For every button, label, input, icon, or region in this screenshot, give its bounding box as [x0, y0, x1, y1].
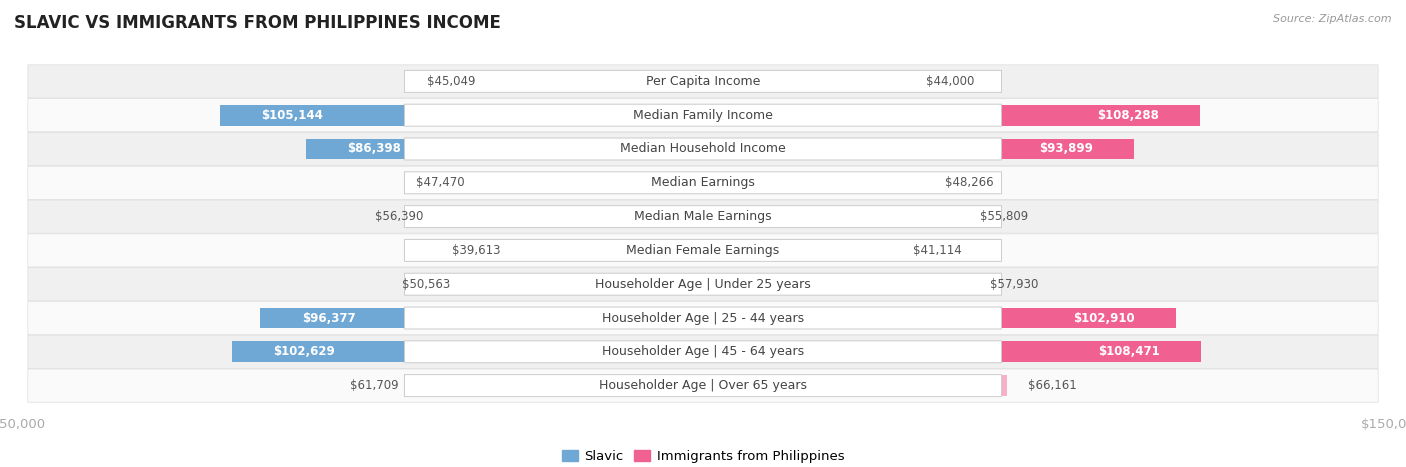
FancyBboxPatch shape	[28, 166, 1378, 199]
Text: $48,266: $48,266	[945, 177, 994, 189]
Bar	[703, 375, 1007, 396]
Text: Householder Age | Over 65 years: Householder Age | Over 65 years	[599, 379, 807, 392]
Text: Per Capita Income: Per Capita Income	[645, 75, 761, 88]
FancyBboxPatch shape	[405, 205, 1001, 227]
Bar	[260, 308, 703, 328]
Text: Householder Age | Under 25 years: Householder Age | Under 25 years	[595, 278, 811, 290]
Bar	[471, 274, 703, 295]
Text: $44,000: $44,000	[925, 75, 974, 88]
FancyBboxPatch shape	[405, 341, 1001, 363]
Text: $56,390: $56,390	[375, 210, 423, 223]
FancyBboxPatch shape	[405, 172, 1001, 194]
Text: Median Family Income: Median Family Income	[633, 109, 773, 122]
Text: Source: ZipAtlas.com: Source: ZipAtlas.com	[1274, 14, 1392, 24]
Bar	[485, 172, 703, 193]
Text: $47,470: $47,470	[416, 177, 464, 189]
Legend: Slavic, Immigrants from Philippines: Slavic, Immigrants from Philippines	[557, 445, 849, 467]
FancyBboxPatch shape	[405, 273, 1001, 295]
Text: Median Earnings: Median Earnings	[651, 177, 755, 189]
FancyBboxPatch shape	[28, 234, 1378, 267]
Text: $61,709: $61,709	[350, 379, 399, 392]
Bar	[307, 139, 703, 159]
FancyBboxPatch shape	[405, 375, 1001, 396]
FancyBboxPatch shape	[28, 335, 1378, 368]
FancyBboxPatch shape	[405, 104, 1001, 126]
Bar	[703, 274, 969, 295]
FancyBboxPatch shape	[28, 268, 1378, 301]
Text: Median Female Earnings: Median Female Earnings	[627, 244, 779, 257]
Text: Householder Age | 25 - 44 years: Householder Age | 25 - 44 years	[602, 311, 804, 325]
FancyBboxPatch shape	[28, 200, 1378, 233]
Text: $45,049: $45,049	[427, 75, 475, 88]
Text: Median Household Income: Median Household Income	[620, 142, 786, 156]
Text: Householder Age | 45 - 64 years: Householder Age | 45 - 64 years	[602, 345, 804, 358]
Text: $57,930: $57,930	[990, 278, 1038, 290]
Text: $102,910: $102,910	[1073, 311, 1135, 325]
Bar	[703, 71, 905, 92]
FancyBboxPatch shape	[28, 133, 1378, 166]
Bar	[419, 375, 703, 396]
Bar	[444, 206, 703, 227]
Text: $55,809: $55,809	[980, 210, 1028, 223]
FancyBboxPatch shape	[405, 138, 1001, 160]
FancyBboxPatch shape	[28, 301, 1378, 334]
Bar	[703, 308, 1175, 328]
Bar	[703, 341, 1201, 362]
Text: SLAVIC VS IMMIGRANTS FROM PHILIPPINES INCOME: SLAVIC VS IMMIGRANTS FROM PHILIPPINES IN…	[14, 14, 501, 32]
Bar	[522, 240, 703, 261]
Text: $39,613: $39,613	[451, 244, 501, 257]
Text: $105,144: $105,144	[262, 109, 323, 122]
FancyBboxPatch shape	[405, 240, 1001, 262]
Bar	[703, 206, 959, 227]
Bar	[496, 71, 703, 92]
Bar	[703, 139, 1135, 159]
FancyBboxPatch shape	[28, 369, 1378, 402]
Bar	[232, 341, 703, 362]
Bar	[221, 105, 703, 126]
Text: $96,377: $96,377	[302, 311, 356, 325]
FancyBboxPatch shape	[405, 307, 1001, 329]
Bar	[703, 105, 1201, 126]
Text: $102,629: $102,629	[273, 345, 335, 358]
Bar	[703, 240, 891, 261]
Text: Median Male Earnings: Median Male Earnings	[634, 210, 772, 223]
FancyBboxPatch shape	[28, 65, 1378, 98]
Text: $108,288: $108,288	[1097, 109, 1159, 122]
Bar	[703, 172, 925, 193]
Text: $108,471: $108,471	[1098, 345, 1160, 358]
FancyBboxPatch shape	[28, 99, 1378, 132]
Text: $50,563: $50,563	[402, 278, 450, 290]
Text: $41,114: $41,114	[912, 244, 962, 257]
FancyBboxPatch shape	[405, 71, 1001, 92]
Text: $86,398: $86,398	[347, 142, 401, 156]
Text: $93,899: $93,899	[1039, 142, 1092, 156]
Text: $66,161: $66,161	[1028, 379, 1076, 392]
